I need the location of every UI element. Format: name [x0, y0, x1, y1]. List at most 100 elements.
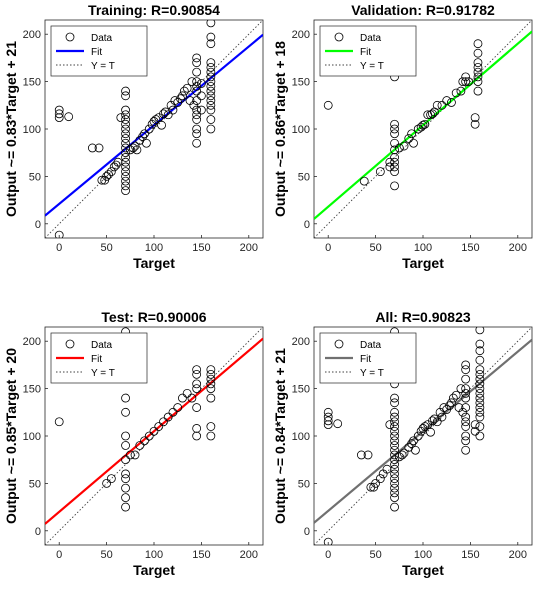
data-point	[475, 384, 485, 394]
data-point	[323, 420, 333, 430]
data-point	[121, 167, 130, 177]
data-point	[102, 478, 112, 488]
data-point	[196, 79, 206, 88]
data-point	[473, 86, 483, 96]
data-point	[192, 138, 202, 148]
data-point	[121, 91, 130, 101]
y-tick-label: 50	[29, 478, 41, 490]
x-tick-label: 150	[461, 549, 479, 561]
chart-title: Test: R=0.90006	[101, 309, 206, 325]
data-point	[390, 493, 399, 503]
data-point	[390, 162, 399, 172]
data-point	[206, 72, 216, 82]
data-point	[390, 483, 399, 493]
data-point	[390, 407, 399, 417]
x-tick-label: 0	[325, 242, 331, 254]
data-point	[121, 176, 130, 186]
data-point	[475, 388, 485, 398]
data-point	[461, 445, 471, 455]
data-point	[178, 91, 187, 101]
legend-entry: Y = T	[91, 368, 115, 379]
data-point	[461, 360, 471, 370]
data-point	[130, 450, 140, 460]
data-point	[390, 422, 399, 431]
data-point	[121, 115, 130, 124]
data-point	[138, 132, 148, 141]
x-tick-label: 0	[325, 549, 331, 561]
data-point	[451, 88, 461, 98]
data-point	[192, 110, 202, 120]
data-point	[390, 436, 399, 446]
data-point	[390, 426, 399, 436]
data-point	[475, 339, 485, 349]
data-point	[390, 398, 399, 408]
data-point	[121, 153, 130, 162]
data-point	[447, 398, 456, 408]
data-point	[192, 58, 202, 68]
data-point	[461, 422, 471, 431]
data-point	[206, 39, 216, 49]
x-tick-label: 0	[56, 242, 62, 254]
data-point	[159, 417, 168, 427]
legend-entry: Y = T	[91, 61, 115, 72]
data-point	[470, 420, 480, 430]
data-point	[397, 450, 407, 460]
y-tick-label: 200	[23, 336, 41, 348]
data-point	[390, 153, 399, 162]
data-point	[121, 502, 130, 512]
data-point	[458, 77, 468, 87]
data-point	[385, 162, 395, 172]
data-point	[475, 431, 485, 441]
data-point	[132, 145, 142, 155]
data-point	[473, 58, 483, 68]
data-point	[196, 105, 206, 115]
y-axis-label: Output ~= 0.86*Target + 18	[272, 41, 288, 217]
data-point	[458, 407, 468, 417]
legend: Data Fit Y = T	[50, 332, 148, 384]
y-tick-label: 150	[292, 384, 310, 396]
data-point	[475, 422, 485, 431]
data-point	[196, 91, 206, 101]
data-point	[461, 384, 471, 394]
y-tick-label: 100	[23, 124, 41, 136]
identity-line	[314, 327, 532, 545]
data-point	[206, 58, 216, 68]
data-point	[390, 181, 399, 191]
data-point	[323, 100, 333, 110]
data-point	[206, 62, 216, 72]
x-tick-label: 0	[56, 549, 62, 561]
data-point	[475, 374, 485, 384]
data-point	[121, 134, 130, 143]
y-tick-label: 0	[304, 526, 310, 538]
data-point	[390, 450, 399, 460]
x-tick-label: 200	[509, 242, 527, 254]
data-point	[206, 105, 216, 115]
data-point	[111, 160, 121, 170]
data-point	[157, 120, 166, 130]
data-point	[135, 441, 145, 450]
data-point	[192, 403, 202, 412]
data-point	[182, 388, 192, 398]
data-point	[461, 412, 471, 422]
data-point	[461, 403, 471, 412]
data-point	[125, 450, 135, 460]
data-point	[390, 157, 399, 167]
data-point	[461, 77, 471, 87]
y-tick-label: 100	[292, 124, 310, 136]
data-point	[475, 327, 485, 335]
data-point	[407, 129, 417, 139]
data-point	[461, 417, 471, 427]
data-point	[473, 48, 483, 58]
data-point	[121, 148, 130, 158]
legend: Data Fit Y = T	[50, 25, 148, 77]
data-point	[192, 81, 202, 91]
data-point	[409, 138, 418, 148]
data-point	[390, 469, 399, 479]
x-axis-label: Target	[133, 255, 175, 271]
data-point	[439, 403, 449, 412]
data-point	[407, 439, 417, 448]
data-point	[473, 67, 483, 77]
data-point	[192, 129, 202, 139]
data-point	[121, 483, 130, 493]
